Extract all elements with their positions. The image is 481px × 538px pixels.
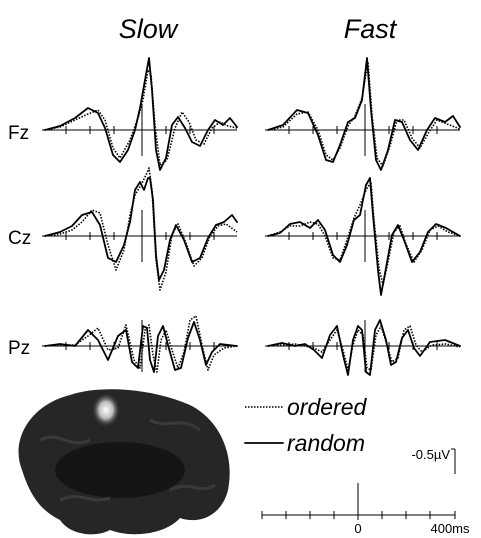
amplitude-label: -0.5µV [411, 447, 450, 462]
column-title: Slow [119, 14, 179, 44]
time-label: 0 [354, 521, 361, 536]
column-title: Fast [344, 14, 398, 44]
axes [42, 104, 460, 372]
row-label: Pz [8, 338, 30, 359]
figure: Slow Fast Fz Cz Pz ordered random - [0, 0, 481, 538]
legend-label: random [287, 430, 365, 456]
brain-image [19, 389, 230, 534]
row-label: Cz [8, 228, 31, 249]
scale-bar: -0.5µV 0 400ms [262, 447, 470, 536]
time-label: 400ms [430, 521, 470, 536]
legend-label: ordered [287, 394, 367, 420]
waveforms [45, 58, 460, 375]
legend: ordered random [245, 394, 367, 456]
row-label: Fz [8, 123, 29, 144]
